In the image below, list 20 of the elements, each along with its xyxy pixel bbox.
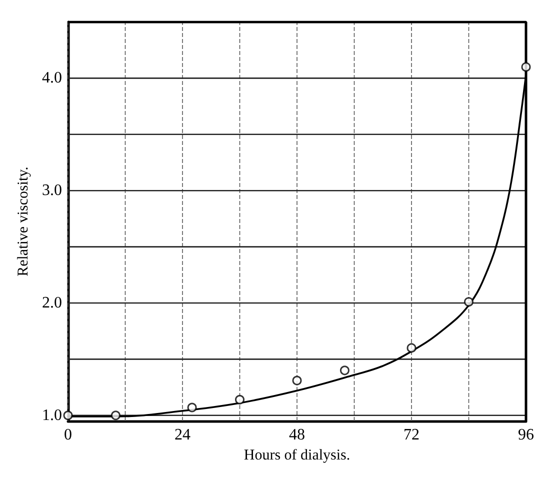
point bbox=[464, 297, 474, 307]
point bbox=[292, 376, 302, 386]
point bbox=[521, 62, 531, 72]
point bbox=[340, 366, 350, 376]
x-axis-title: Hours of dialysis. bbox=[244, 447, 350, 464]
y-tick-label: 1.0 bbox=[42, 406, 62, 424]
point bbox=[63, 410, 73, 420]
y-tick-label: 4.0 bbox=[42, 70, 62, 87]
x-tick-label: 48 bbox=[289, 426, 305, 444]
x-tick-label: 72 bbox=[404, 426, 420, 444]
point bbox=[110, 410, 120, 420]
point bbox=[235, 394, 244, 404]
y-axis-title: Relative viscosity. bbox=[16, 166, 32, 276]
y-tick-label: 3.0 bbox=[42, 182, 62, 200]
x-tick-label: 24 bbox=[174, 426, 190, 444]
point bbox=[187, 402, 197, 412]
x-tick-label: 0 bbox=[64, 426, 72, 444]
point bbox=[406, 343, 416, 353]
y-tick-label: 2.0 bbox=[42, 294, 62, 312]
x-tick-label: 96 bbox=[518, 426, 534, 444]
